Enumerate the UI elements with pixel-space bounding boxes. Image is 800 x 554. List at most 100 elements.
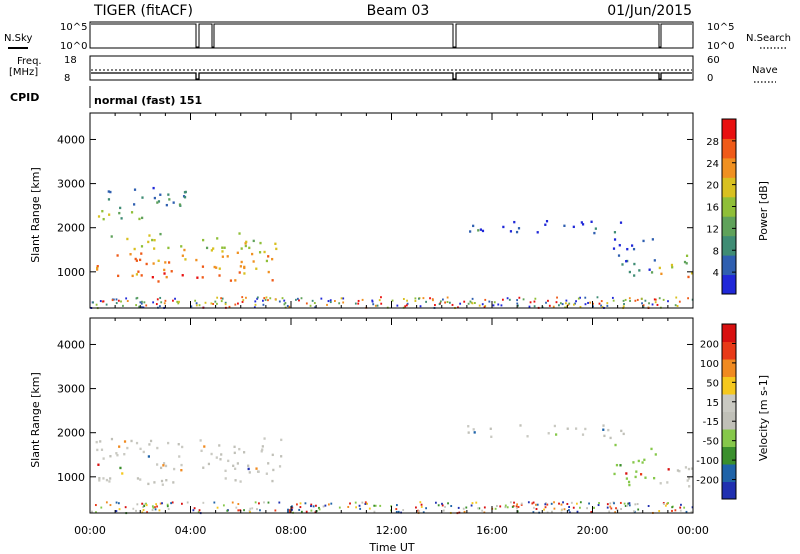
echo-cell	[429, 297, 431, 300]
echo-cell	[165, 275, 168, 279]
echo-cell	[315, 510, 318, 513]
echo-cell	[145, 262, 148, 266]
echo-cell	[425, 300, 427, 303]
cpid-row: CPID normal (fast) 151	[10, 86, 202, 108]
echo-cell	[263, 297, 266, 300]
echo-cell	[566, 502, 569, 505]
echo-cell	[136, 296, 139, 299]
echo-cell	[116, 254, 119, 257]
echo-cell	[315, 504, 317, 507]
echo-cell	[675, 296, 678, 299]
echo-cell	[640, 297, 643, 300]
echo-cell	[133, 247, 136, 251]
echo-cell	[459, 302, 462, 305]
echo-cell	[153, 196, 156, 200]
echo-cell	[516, 503, 519, 506]
echo-cell	[271, 257, 274, 261]
echo-cell	[216, 302, 218, 305]
echo-cell	[224, 469, 227, 473]
echo-cell	[253, 306, 256, 309]
echo-cell	[129, 253, 132, 256]
echo-cell	[654, 453, 657, 456]
echo-cell	[151, 238, 154, 242]
echo-cell	[567, 303, 570, 306]
echo-cell	[584, 427, 587, 431]
echo-cell	[145, 304, 148, 307]
echo-cell	[680, 503, 682, 506]
echo-cell	[457, 506, 460, 509]
power-echoes	[90, 186, 694, 310]
echo-cell	[572, 506, 575, 509]
echo-cell	[213, 265, 216, 269]
echo-cell	[553, 507, 556, 510]
echo-cell	[359, 507, 362, 510]
echo-cell	[488, 300, 491, 303]
echo-cell	[330, 502, 333, 505]
echo-cell	[561, 303, 564, 306]
echo-cell	[257, 470, 260, 473]
echo-cell	[334, 300, 336, 303]
nsearch-tick-low: 10^0	[707, 41, 734, 52]
echo-cell	[442, 298, 444, 301]
echo-cell	[630, 244, 634, 247]
echo-cell	[160, 301, 163, 304]
echo-cell	[565, 302, 567, 305]
echo-cell	[481, 303, 484, 306]
echo-cell	[267, 270, 270, 274]
echo-cell	[140, 245, 144, 248]
echo-cell	[109, 455, 112, 458]
echo-cell	[467, 425, 470, 428]
echo-cell	[153, 247, 156, 250]
echo-cell	[226, 255, 229, 258]
echo-cell	[544, 503, 547, 506]
echo-cell	[462, 507, 465, 510]
freq-label-2: [MHz]	[9, 67, 38, 78]
echo-cell	[141, 196, 144, 199]
echo-cell	[314, 511, 317, 514]
echo-cell	[216, 237, 219, 240]
echo-cell	[149, 439, 153, 443]
freq-label-1: Freq.	[17, 56, 42, 67]
echo-cell	[183, 248, 186, 252]
echo-cell	[224, 301, 227, 304]
echo-cell	[123, 440, 127, 443]
echo-cell	[658, 266, 661, 270]
echo-cell	[107, 198, 111, 201]
echo-cell	[634, 475, 637, 479]
y-tick-label: 4000	[57, 338, 85, 351]
echo-cell	[653, 259, 656, 262]
echo-cell	[142, 506, 145, 509]
echo-cell	[676, 469, 680, 472]
station-title: TIGER (fitACF)	[93, 3, 193, 19]
echo-cell	[596, 296, 599, 299]
echo-cell	[256, 508, 258, 511]
colorbar-tick-label: -100	[696, 456, 719, 467]
echo-cell	[235, 506, 238, 509]
echo-cell	[212, 247, 215, 250]
echo-cell	[213, 501, 216, 504]
echo-cell	[472, 428, 475, 431]
echo-cell	[112, 298, 115, 301]
echo-cell	[469, 300, 472, 303]
echo-cell	[239, 480, 242, 483]
echo-cell	[463, 510, 466, 513]
echo-cell	[678, 469, 681, 473]
echo-cell	[563, 508, 566, 511]
echo-cell	[355, 506, 357, 509]
echo-cell	[690, 467, 694, 470]
echo-cell	[419, 305, 422, 308]
colorbar-swatch	[722, 157, 736, 178]
echo-cell	[186, 501, 189, 504]
echo-cell	[504, 504, 507, 507]
echo-cell	[180, 463, 183, 467]
echo-cell	[159, 466, 163, 470]
echo-cell	[592, 305, 594, 308]
echo-cell	[396, 304, 399, 307]
echo-cell	[207, 462, 211, 466]
echo-cell	[620, 429, 623, 433]
colorbar-swatch	[722, 255, 736, 276]
echo-cell	[580, 221, 583, 224]
echo-cell	[141, 300, 143, 303]
echo-cell	[687, 275, 690, 279]
echo-cell	[619, 464, 622, 467]
